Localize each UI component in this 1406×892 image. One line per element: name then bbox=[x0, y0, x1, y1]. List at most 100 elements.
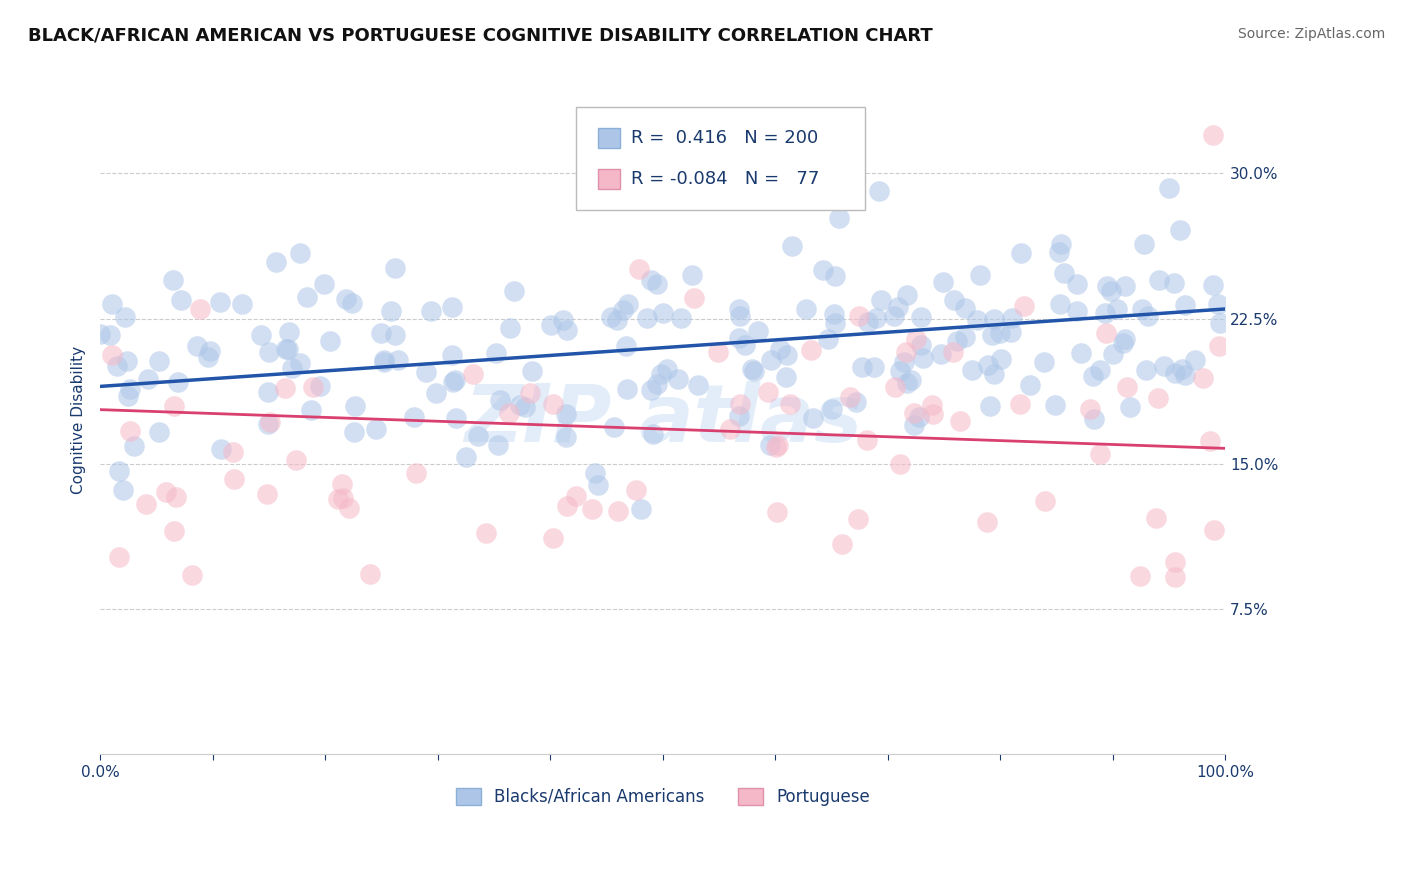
Point bbox=[636, 311, 658, 326]
Point bbox=[1032, 355, 1054, 369]
Point bbox=[564, 489, 586, 503]
Point bbox=[499, 320, 522, 334]
Point bbox=[162, 273, 184, 287]
Point bbox=[747, 324, 769, 338]
Point bbox=[1199, 434, 1222, 449]
Point bbox=[420, 304, 443, 318]
Point bbox=[734, 338, 756, 352]
Text: Source: ZipAtlas.com: Source: ZipAtlas.com bbox=[1237, 27, 1385, 41]
Point bbox=[557, 323, 579, 337]
Point bbox=[1066, 277, 1088, 291]
Point bbox=[794, 302, 817, 317]
Point bbox=[1010, 246, 1032, 260]
Point bbox=[868, 184, 890, 198]
Point bbox=[295, 290, 318, 304]
Point bbox=[966, 312, 988, 326]
Point bbox=[1118, 400, 1140, 414]
Y-axis label: Cognitive Disability: Cognitive Disability bbox=[72, 346, 86, 494]
Point bbox=[1095, 326, 1118, 340]
Point bbox=[586, 478, 609, 492]
Point bbox=[1168, 223, 1191, 237]
Point bbox=[1208, 297, 1230, 311]
Point bbox=[467, 428, 489, 442]
Point bbox=[1112, 336, 1135, 351]
Point bbox=[162, 399, 184, 413]
Point bbox=[741, 362, 763, 376]
Point bbox=[444, 411, 467, 425]
Point bbox=[489, 393, 512, 408]
Point bbox=[581, 501, 603, 516]
Point bbox=[846, 512, 869, 526]
Point bbox=[1202, 278, 1225, 293]
Point bbox=[744, 364, 766, 378]
Point bbox=[851, 360, 873, 375]
Point bbox=[373, 353, 395, 368]
Point bbox=[256, 385, 278, 400]
Point bbox=[136, 372, 159, 386]
Point bbox=[855, 433, 877, 447]
Point bbox=[384, 328, 406, 343]
Point bbox=[405, 466, 427, 480]
Point bbox=[617, 297, 640, 311]
Point bbox=[274, 381, 297, 395]
Point bbox=[884, 380, 907, 394]
Point bbox=[301, 402, 323, 417]
Point bbox=[922, 407, 945, 421]
Point bbox=[337, 500, 360, 515]
Point bbox=[845, 395, 868, 409]
Point bbox=[222, 472, 245, 486]
Point bbox=[627, 262, 650, 277]
Point bbox=[759, 438, 782, 452]
Point bbox=[285, 452, 308, 467]
Point bbox=[148, 353, 170, 368]
Point bbox=[208, 294, 231, 309]
Point bbox=[100, 296, 122, 310]
Point bbox=[380, 304, 402, 318]
Point bbox=[583, 466, 606, 480]
Point bbox=[197, 350, 219, 364]
Point bbox=[896, 376, 918, 391]
Legend: Blacks/African Americans, Portuguese: Blacks/African Americans, Portuguese bbox=[449, 781, 876, 813]
Point bbox=[163, 524, 186, 538]
Point bbox=[485, 345, 508, 359]
Point bbox=[976, 515, 998, 529]
Point bbox=[1129, 569, 1152, 583]
Point bbox=[848, 309, 870, 323]
Point bbox=[800, 343, 823, 357]
Point bbox=[519, 386, 541, 401]
Point bbox=[1116, 380, 1139, 394]
Point bbox=[370, 326, 392, 340]
Point bbox=[643, 426, 665, 441]
Point bbox=[728, 309, 751, 323]
Point bbox=[883, 310, 905, 324]
Point bbox=[603, 420, 626, 434]
Point bbox=[824, 268, 846, 283]
Point bbox=[1094, 306, 1116, 320]
Point bbox=[117, 389, 139, 403]
Point bbox=[1088, 447, 1111, 461]
Point bbox=[640, 273, 662, 287]
Point bbox=[120, 382, 142, 396]
Point bbox=[1083, 412, 1105, 426]
Point bbox=[630, 502, 652, 516]
Point bbox=[1088, 363, 1111, 377]
Point bbox=[1099, 284, 1122, 298]
Point bbox=[903, 406, 925, 420]
Point bbox=[198, 344, 221, 359]
Point bbox=[319, 334, 342, 348]
Point bbox=[1105, 302, 1128, 317]
Point bbox=[942, 293, 965, 308]
Point bbox=[910, 338, 932, 352]
Point bbox=[779, 397, 801, 411]
Point bbox=[1070, 345, 1092, 359]
Point bbox=[1018, 378, 1040, 392]
Point bbox=[766, 505, 789, 519]
Point bbox=[309, 378, 332, 392]
Point bbox=[264, 255, 287, 269]
Point bbox=[1133, 236, 1156, 251]
Point bbox=[98, 328, 121, 343]
Point bbox=[1114, 279, 1136, 293]
Point bbox=[640, 384, 662, 398]
Point bbox=[870, 293, 893, 307]
Point bbox=[155, 485, 177, 500]
